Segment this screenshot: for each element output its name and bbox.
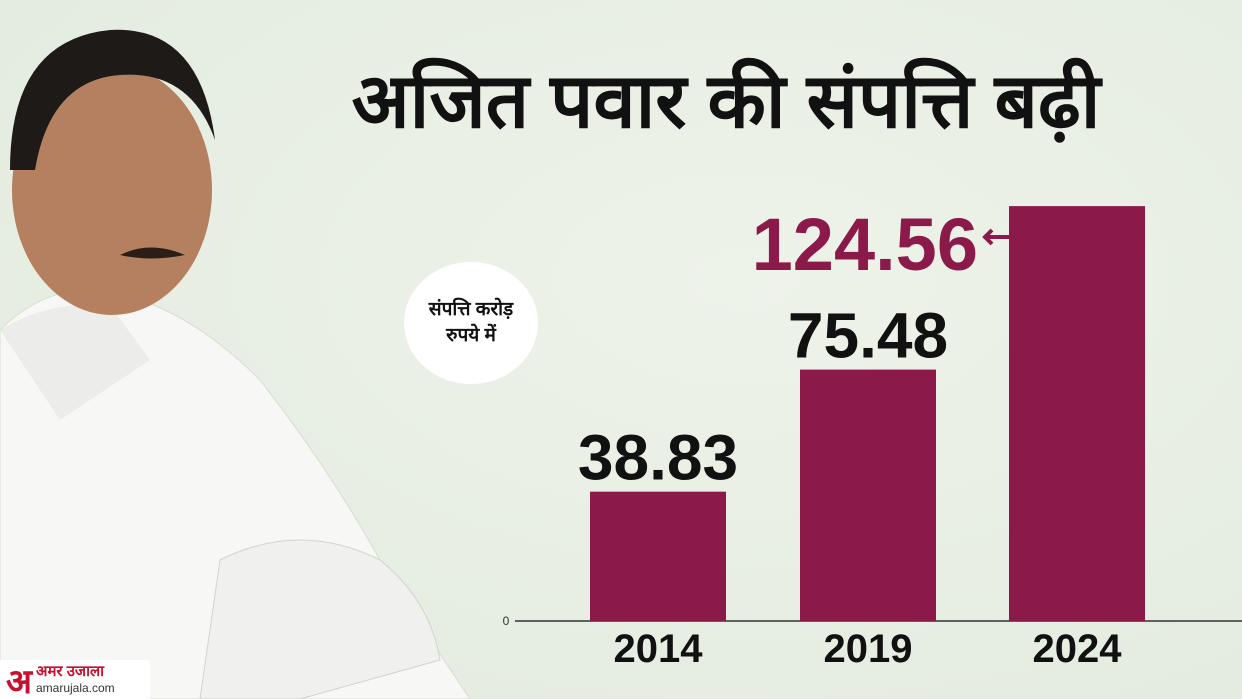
- x-tick-label: 2024: [1033, 627, 1123, 671]
- logo-url: amarujala.com: [35, 680, 115, 695]
- value-label: 38.83: [578, 422, 738, 494]
- logo-mark: अ: [6, 662, 32, 699]
- label-arrow: [982, 228, 1010, 246]
- value-label: 75.48: [788, 300, 948, 372]
- logo: अ अमर उजाला amarujala.com: [0, 660, 150, 699]
- unit-label: संपत्ति करोड़ रुपये में: [404, 262, 538, 384]
- logo-text: अमर उजाला amarujala.com: [35, 662, 115, 696]
- y-tick-label: 0: [503, 614, 510, 628]
- value-label: 124.56: [752, 203, 978, 286]
- x-tick-label: 2019: [824, 627, 913, 671]
- logo-name: अमर उजाला: [35, 662, 105, 680]
- chart-title: अजित पवार की संपत्ति बढ़ी: [352, 57, 1103, 144]
- bar: [590, 491, 726, 621]
- bar: [1009, 206, 1145, 621]
- x-tick-label: 2014: [614, 627, 704, 671]
- bar: [800, 369, 936, 621]
- portrait: [0, 29, 471, 699]
